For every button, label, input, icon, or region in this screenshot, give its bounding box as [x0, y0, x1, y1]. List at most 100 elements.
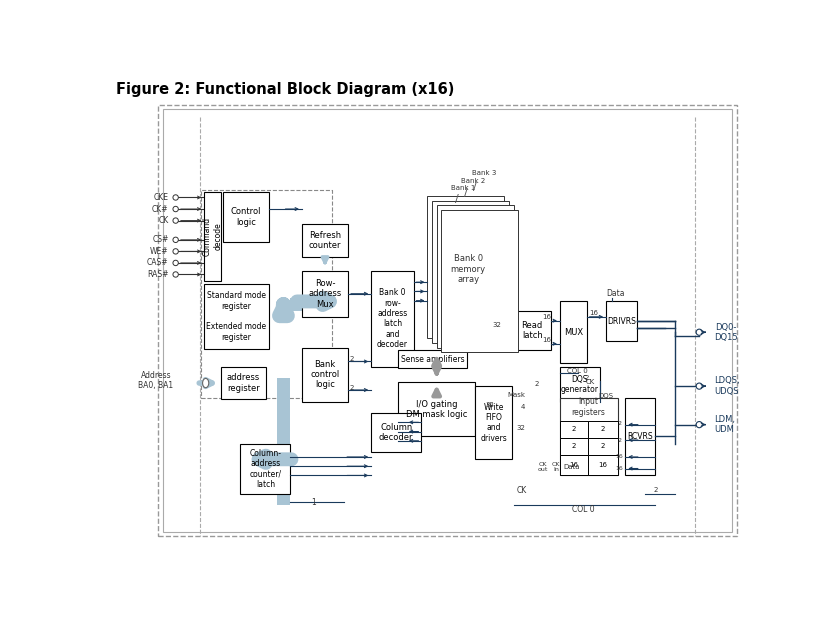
Bar — [240, 456, 290, 470]
Text: RCVRS: RCVRS — [626, 431, 652, 441]
Text: Write
FIFO
and
drivers: Write FIFO and drivers — [480, 402, 506, 443]
Text: 2: 2 — [571, 426, 576, 432]
Text: CKE: CKE — [154, 193, 169, 202]
Circle shape — [173, 249, 178, 254]
Text: CK: CK — [158, 216, 169, 225]
Bar — [559, 301, 586, 363]
Text: Bank 1: Bank 1 — [450, 185, 475, 191]
Bar — [302, 348, 347, 402]
Text: 16: 16 — [589, 310, 598, 316]
Bar — [588, 438, 617, 455]
Bar — [201, 190, 332, 397]
Bar — [221, 367, 265, 399]
Text: 16: 16 — [542, 314, 551, 320]
Text: Bank
control
logic: Bank control logic — [310, 360, 339, 389]
Bar — [302, 271, 347, 317]
Bar — [624, 397, 654, 475]
Bar — [398, 383, 475, 436]
Text: 2: 2 — [534, 381, 538, 387]
Circle shape — [173, 195, 178, 200]
Text: 16: 16 — [614, 466, 622, 471]
Circle shape — [173, 237, 178, 243]
Text: DQS
generator: DQS generator — [560, 374, 598, 394]
Bar — [559, 397, 617, 475]
Bar — [204, 284, 269, 349]
Circle shape — [173, 218, 178, 223]
Text: 2: 2 — [616, 438, 620, 443]
Text: Sense amplifiers: Sense amplifiers — [400, 355, 464, 364]
Text: 16: 16 — [569, 462, 578, 468]
Bar — [436, 205, 513, 348]
Bar — [370, 413, 421, 452]
Text: CK: CK — [515, 485, 526, 495]
Text: 2: 2 — [600, 443, 605, 449]
Bar — [588, 455, 617, 475]
Text: 16: 16 — [542, 337, 551, 343]
Bar — [559, 367, 600, 402]
Text: 4: 4 — [520, 404, 524, 410]
Text: 2: 2 — [584, 376, 588, 381]
Bar — [513, 311, 550, 350]
Bar — [588, 421, 617, 438]
Text: Data: Data — [562, 464, 579, 470]
Text: Refresh
counter: Refresh counter — [308, 231, 341, 250]
Circle shape — [696, 422, 701, 428]
Text: Standard mode
register

Extended mode
register: Standard mode register Extended mode reg… — [206, 291, 266, 342]
Text: 16: 16 — [614, 454, 622, 459]
Text: Read
latch: Read latch — [521, 321, 543, 340]
Text: CK: CK — [586, 379, 595, 385]
Text: COL 0: COL 0 — [566, 368, 587, 374]
Text: Column-
address
counter/
latch: Column- address counter/ latch — [249, 449, 281, 489]
Circle shape — [696, 329, 701, 335]
Circle shape — [173, 206, 178, 212]
Text: Data: Data — [605, 289, 624, 298]
Text: Column
decoder: Column decoder — [379, 423, 413, 442]
Bar — [398, 350, 467, 368]
Text: 32: 32 — [516, 425, 524, 431]
Bar — [559, 438, 588, 455]
Bar — [302, 225, 347, 257]
Text: /: / — [463, 188, 467, 198]
Bar — [441, 210, 518, 352]
Text: 2: 2 — [616, 420, 620, 426]
Text: /: / — [473, 182, 476, 192]
Circle shape — [696, 383, 701, 389]
Bar — [427, 196, 504, 339]
Bar — [432, 201, 509, 343]
Text: 2: 2 — [600, 426, 605, 432]
Text: 2: 2 — [349, 384, 354, 391]
Text: LDM,
UDM: LDM, UDM — [713, 415, 734, 435]
Text: CK
In: CK In — [551, 462, 560, 472]
Text: LDQS,
UDQS: LDQS, UDQS — [713, 376, 739, 396]
Text: CS#: CS# — [152, 235, 169, 245]
Text: MUX: MUX — [563, 327, 582, 337]
Circle shape — [173, 272, 178, 277]
Text: RAS#: RAS# — [147, 270, 169, 279]
Text: Control
logic: Control logic — [230, 207, 261, 227]
Text: WE#: WE# — [150, 247, 169, 256]
Bar — [204, 192, 221, 280]
Text: Bank 2: Bank 2 — [461, 178, 485, 184]
Bar — [163, 109, 731, 532]
Text: Mask: Mask — [507, 392, 524, 399]
Text: Address
BA0, BA1: Address BA0, BA1 — [138, 371, 173, 391]
Text: Bank 0
row-
address
latch
and
decoder: Bank 0 row- address latch and decoder — [376, 288, 408, 349]
Text: DQ0-
DQ15: DQ0- DQ15 — [713, 322, 737, 342]
Bar — [475, 386, 512, 459]
Text: 16: 16 — [598, 462, 607, 468]
Text: 2: 2 — [653, 487, 657, 493]
Bar — [559, 455, 588, 475]
Bar — [240, 444, 290, 494]
Bar — [276, 378, 290, 506]
Text: Row-
address
Mux: Row- address Mux — [308, 279, 342, 309]
Bar — [222, 192, 269, 242]
Bar — [605, 301, 636, 342]
Text: Input
registers: Input registers — [571, 397, 605, 417]
Text: I/O gating
DM mask logic: I/O gating DM mask logic — [405, 399, 466, 419]
Text: Figure 2: Functional Block Diagram (x16): Figure 2: Functional Block Diagram (x16) — [117, 82, 454, 97]
Circle shape — [173, 260, 178, 266]
Text: DQS: DQS — [598, 393, 613, 399]
Bar — [370, 271, 413, 367]
Bar — [290, 298, 302, 311]
Text: 1: 1 — [311, 498, 315, 507]
